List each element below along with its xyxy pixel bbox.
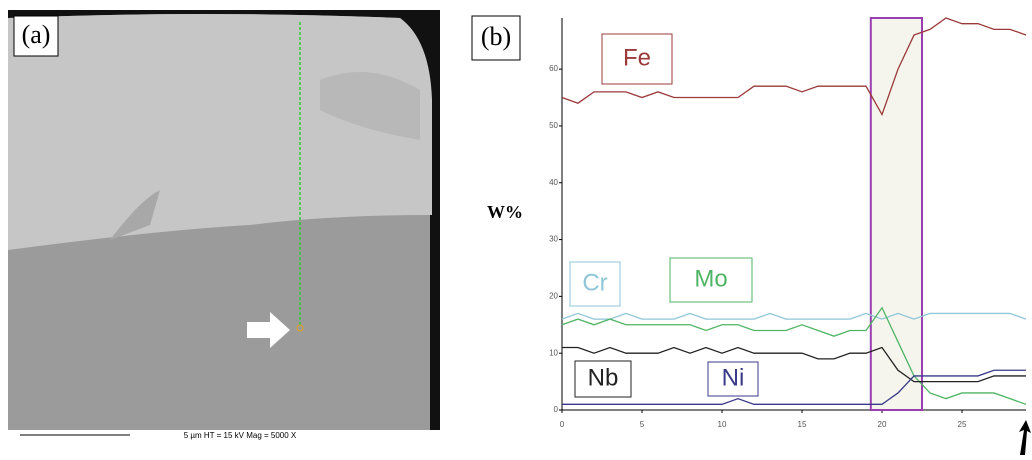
y-tick-label: 40 xyxy=(549,178,558,187)
series-line xyxy=(562,370,1026,404)
series-line xyxy=(562,308,1026,405)
x-tick-label: 5 xyxy=(640,420,645,429)
series-label: Ni xyxy=(722,364,745,391)
series-label: Cr xyxy=(582,269,607,296)
panel-label: (a) xyxy=(22,20,51,49)
y-tick-label: 50 xyxy=(549,121,558,130)
chart: (b) W% 0 10 20 30 40 50 60 0 5 10 15 20 25 Fe Cr Mo Nb Ni xyxy=(472,16,1026,429)
y-tick-label: 10 xyxy=(549,348,558,357)
y-tick-label: 60 xyxy=(549,64,558,73)
highlight-region xyxy=(871,18,922,410)
x-tick-label: 0 xyxy=(560,420,565,429)
sem-image: (a) 5 µm HT = 15 kV Mag = 5000 X xyxy=(8,10,440,440)
series-label: Nb xyxy=(588,364,619,391)
x-tick-label: 15 xyxy=(798,420,807,429)
series-label: Mo xyxy=(694,265,727,292)
y-tick-label: 0 xyxy=(554,405,559,414)
y-tick-label: 30 xyxy=(549,235,558,244)
x-tick-label: 25 xyxy=(958,420,967,429)
panel-label: (b) xyxy=(481,22,511,51)
series-line xyxy=(562,313,1026,319)
series-label: Fe xyxy=(623,44,651,71)
y-axis-label: W% xyxy=(487,202,523,222)
x-tick-label: 20 xyxy=(878,420,887,429)
scale-bar: 5 µm HT = 15 kV Mag = 5000 X xyxy=(184,431,297,440)
y-tick-label: 20 xyxy=(549,291,558,300)
figure: (a) 5 µm HT = 15 kV Mag = 5000 X (b) W% … xyxy=(0,0,1032,455)
x-tick-label: 10 xyxy=(718,420,727,429)
